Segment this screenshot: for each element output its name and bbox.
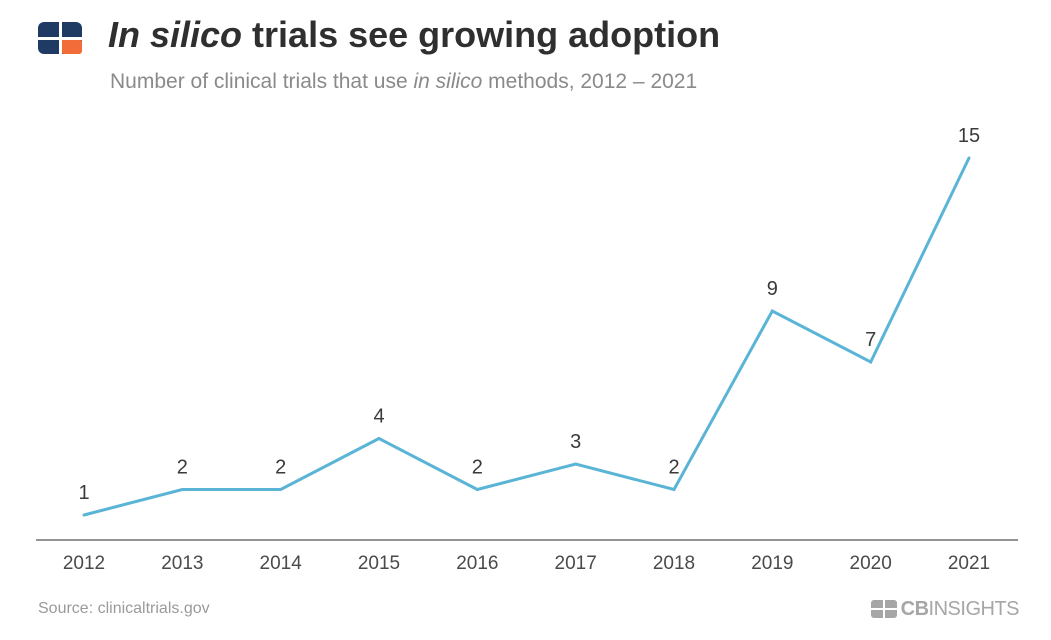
x-tick-label: 2021	[948, 553, 990, 574]
brand-wordmark: CBINSIGHTS	[870, 597, 1020, 621]
data-label: 2	[472, 457, 483, 479]
chart-subtitle: Number of clinical trials that use in si…	[110, 70, 698, 93]
data-label: 1	[78, 482, 89, 504]
data-point	[770, 309, 774, 313]
cb-insights-logo	[38, 22, 82, 54]
data-point	[672, 488, 676, 491]
x-tick-label: 2019	[751, 553, 793, 574]
data-label: 2	[177, 457, 188, 479]
x-tick-label: 2013	[161, 553, 203, 574]
data-label: 9	[767, 278, 778, 300]
data-label: 3	[570, 431, 581, 453]
chart-title: In silico trials see growing adoption	[108, 14, 721, 55]
source-note: Source: clinicaltrials.gov	[38, 600, 210, 617]
data-point	[475, 488, 479, 491]
data-point	[574, 462, 578, 466]
data-point	[82, 513, 86, 517]
data-label: 2	[668, 457, 679, 479]
data-point	[279, 488, 283, 491]
x-tick-label: 2018	[653, 553, 695, 574]
data-point	[377, 437, 381, 440]
x-tick-label: 2015	[358, 553, 400, 574]
data-label: 7	[865, 329, 876, 351]
data-label: 15	[958, 125, 980, 147]
series-line	[83, 157, 971, 517]
data-point	[967, 156, 971, 160]
data-point	[869, 360, 873, 364]
x-tick-label: 2012	[63, 553, 105, 574]
x-tick-label: 2017	[555, 553, 597, 574]
data-label: 2	[275, 457, 286, 479]
data-point	[180, 488, 184, 491]
data-label: 4	[373, 406, 384, 428]
cb-insights-wordmark-icon	[870, 600, 897, 618]
x-tick-label: 2014	[260, 553, 303, 574]
x-tick-label: 2016	[456, 553, 498, 574]
x-tick-label: 2020	[850, 553, 892, 574]
